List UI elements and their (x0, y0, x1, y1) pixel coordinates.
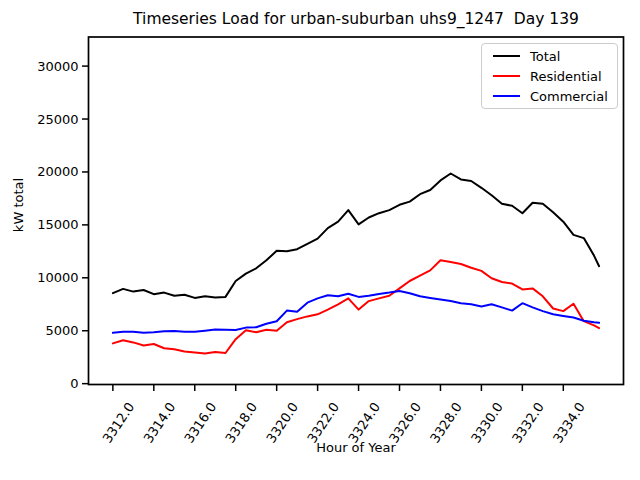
x-tick-label: 3314.0 (140, 400, 178, 446)
x-axis-label: Hour of Year (88, 440, 624, 455)
legend-label-residential: Residential (530, 70, 602, 83)
x-tick-label: 3320.0 (263, 400, 301, 446)
legend-entry-total: Total (482, 46, 617, 66)
chart-title: Timeseries Load for urban-suburban uhs9_… (88, 10, 624, 28)
x-tick-label: 3318.0 (222, 400, 260, 446)
x-tick-label: 3312.0 (100, 400, 138, 446)
total-line-swatch (493, 55, 520, 57)
legend-entry-commercial: Commercial (482, 86, 617, 106)
x-tick-label: 3324.0 (345, 400, 383, 446)
series-commercial-line (113, 291, 599, 333)
y-tick-label: 10000 (37, 270, 78, 285)
series-total-line (113, 174, 599, 298)
residential-line-swatch (493, 75, 520, 77)
chart-figure: 3312.03314.03316.03318.03320.03322.03324… (0, 0, 640, 480)
y-tick-label: 15000 (37, 217, 78, 232)
series-residential-line (113, 260, 599, 353)
y-tick-label: 5000 (45, 323, 78, 338)
commercial-line-swatch (493, 95, 520, 97)
y-tick-label: 20000 (37, 164, 78, 179)
legend: Total Residential Commercial (481, 43, 618, 109)
x-tick-label: 3334.0 (550, 400, 588, 446)
x-tick-label: 3326.0 (386, 400, 424, 446)
legend-label-commercial: Commercial (530, 90, 608, 103)
x-tick-label: 3330.0 (468, 400, 506, 446)
legend-entry-residential: Residential (482, 66, 617, 86)
x-tick-label: 3328.0 (427, 400, 465, 446)
x-tick-label: 3332.0 (509, 400, 547, 446)
x-tick-label: 3322.0 (304, 400, 342, 446)
x-tick-label: 3316.0 (181, 400, 219, 446)
y-tick-label: 0 (70, 376, 78, 391)
y-tick-label: 25000 (37, 112, 78, 127)
legend-label-total: Total (530, 50, 560, 63)
y-tick-label: 30000 (37, 59, 78, 74)
y-axis-label: kW total (11, 165, 27, 245)
